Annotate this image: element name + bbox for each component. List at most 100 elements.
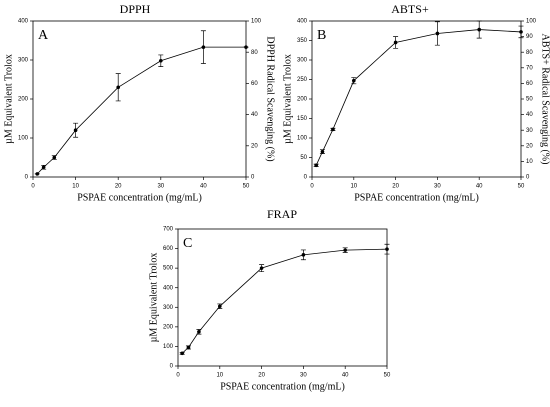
y-tick-label: 0 <box>25 175 29 181</box>
y-tick-label: 400 <box>18 19 29 25</box>
y2-tick-label: 30 <box>526 128 533 134</box>
y2-tick-label: 90 <box>526 34 533 40</box>
x-tick-label: 50 <box>384 373 391 379</box>
y-tick-label: 250 <box>297 77 308 83</box>
x-tick-label: 30 <box>434 184 441 190</box>
point <box>197 329 201 334</box>
line <box>315 29 522 166</box>
plot-frame <box>311 20 522 178</box>
x-tick-label: 0 <box>31 184 35 190</box>
x-tick-label: 50 <box>518 184 525 190</box>
x-tick-label: 40 <box>476 184 483 190</box>
x-tick-label: 40 <box>200 184 207 190</box>
point <box>519 30 523 34</box>
x-axis-label: PSPAE concentration (mg/mL) <box>354 192 479 203</box>
y-axis-label: µM Equivalent Trolox <box>282 54 293 144</box>
point <box>320 149 325 154</box>
x-tick-label: 20 <box>392 184 399 190</box>
point <box>343 248 348 252</box>
x-tick-label: 0 <box>310 184 314 190</box>
point <box>393 40 398 45</box>
point <box>186 345 191 350</box>
y2-tick-label: 80 <box>251 50 258 56</box>
y2-tick-label: 0 <box>526 175 530 181</box>
line <box>36 46 246 175</box>
y-tick-label: 350 <box>297 38 308 44</box>
x-tick-label: 0 <box>176 373 180 379</box>
y-tick-label: 200 <box>163 324 174 330</box>
x-tick-label: 30 <box>300 373 307 379</box>
y-tick-label: 0 <box>170 364 174 370</box>
y-tick-label: 500 <box>163 266 174 272</box>
y2-tick-label: 0 <box>251 175 255 181</box>
y-tick-label: 200 <box>18 97 29 103</box>
y-tick-label: 150 <box>297 116 308 122</box>
y-tick-label: 100 <box>18 136 29 142</box>
chart-title: ABTS+ <box>391 2 429 16</box>
y-tick-label: 50 <box>300 155 307 161</box>
y2-tick-label: 10 <box>526 159 533 165</box>
y2-tick-label: 100 <box>251 19 262 25</box>
point <box>385 247 389 251</box>
y-tick-label: 0 <box>304 175 308 181</box>
chart-title: DPPH <box>120 2 151 16</box>
y2-axis-label: DPPH Radical Scavenging (%) <box>265 36 276 161</box>
y-tick-label: 300 <box>18 58 29 64</box>
y-tick-label: 700 <box>163 227 174 233</box>
point <box>352 78 356 83</box>
y-axis-label: µM Equivalent Trolox <box>148 253 159 343</box>
point <box>314 163 318 168</box>
point <box>116 85 120 90</box>
point <box>73 128 78 132</box>
y2-tick-label: 100 <box>526 19 537 25</box>
x-tick-label: 10 <box>216 373 223 379</box>
x-axis-label: PSPAE concentration (mg/mL) <box>220 381 345 392</box>
point <box>477 27 482 32</box>
x-tick-label: 10 <box>350 184 357 190</box>
point <box>52 155 57 160</box>
y-tick-label: 100 <box>297 136 308 142</box>
y-tick-label: 200 <box>297 97 308 103</box>
point <box>244 45 248 49</box>
x-tick-label: 30 <box>157 184 164 190</box>
y2-tick-label: 40 <box>251 112 258 118</box>
panel-label: A <box>38 28 49 43</box>
point <box>218 304 222 309</box>
line <box>181 248 388 354</box>
y2-tick-label: 60 <box>251 81 258 87</box>
y-tick-label: 300 <box>163 305 174 311</box>
panel-label: B <box>317 28 326 43</box>
point <box>301 253 306 257</box>
y2-tick-label: 80 <box>526 50 533 56</box>
point <box>201 45 206 49</box>
x-tick-label: 20 <box>115 184 122 190</box>
chart-title: FRAP <box>267 207 297 221</box>
y-axis-label: µM Equivalent Trolox <box>3 54 14 144</box>
x-tick-label: 50 <box>243 184 250 190</box>
x-tick-label: 40 <box>342 373 349 379</box>
point <box>180 351 184 356</box>
x-tick-label: 20 <box>258 373 265 379</box>
y2-tick-label: 50 <box>526 97 533 103</box>
point <box>35 172 40 176</box>
y2-tick-label: 20 <box>251 143 258 149</box>
y-tick-label: 400 <box>163 285 174 291</box>
x-axis-label: PSPAE concentration (mg/mL) <box>77 192 202 203</box>
point <box>259 266 264 270</box>
y2-tick-label: 60 <box>526 81 533 87</box>
y-tick-label: 400 <box>297 19 308 25</box>
panel-label: C <box>183 236 192 251</box>
point <box>331 127 335 132</box>
plot-frame <box>32 20 247 178</box>
y2-tick-label: 70 <box>526 65 533 71</box>
y2-axis-label: ABTS+ Radical Scavenging (%) <box>540 34 550 165</box>
x-tick-label: 10 <box>72 184 79 190</box>
y-tick-label: 600 <box>163 246 174 252</box>
point <box>41 165 46 170</box>
point <box>159 58 163 63</box>
y-tick-label: 300 <box>297 58 308 64</box>
point <box>435 31 440 36</box>
plot-frame <box>177 228 388 367</box>
y2-tick-label: 20 <box>526 143 533 149</box>
y2-tick-label: 40 <box>526 112 533 118</box>
